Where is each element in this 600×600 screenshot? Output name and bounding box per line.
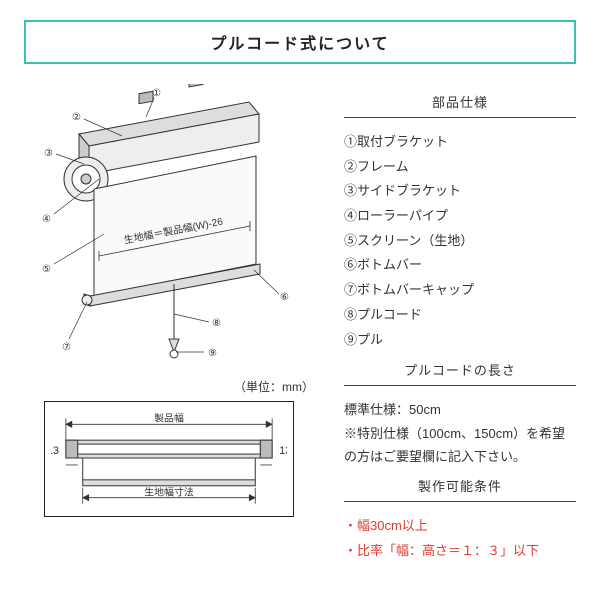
svg-text:②: ②: [72, 112, 81, 123]
svg-text:⑥: ⑥: [280, 292, 289, 303]
cord-note: ※特別仕様（100cm、150cm）を希望の方はご要望欄に記入下さい。: [344, 422, 576, 469]
svg-text:③: ③: [44, 148, 53, 159]
parts-list: ①取付ブラケット ②フレーム ③サイドブラケット ④ローラーパイプ ⑤スクリーン…: [344, 130, 576, 352]
parts-section-title: 部品仕様: [344, 92, 576, 118]
side-diagram: 製品幅: [44, 401, 294, 517]
part-item: ⑧プルコード: [344, 303, 576, 328]
svg-text:13: 13: [279, 445, 287, 457]
svg-text:13: 13: [51, 445, 59, 457]
cond-list: ・幅30cm以上 ・比率「幅：高さ＝１：３」以下: [344, 514, 576, 563]
main-diagram: 生地幅＝製品幅(W)-26 ① ② ③ ④: [24, 84, 314, 374]
svg-text:⑨: ⑨: [208, 348, 217, 359]
cond-section-title: 製作可能条件: [344, 476, 576, 502]
left-column: 生地幅＝製品幅(W)-26 ① ② ③ ④: [24, 84, 324, 564]
cord-text: 標準仕様：50cm ※特別仕様（100cm、150cm）を希望の方はご要望欄に記…: [344, 398, 576, 468]
part-item: ①取付ブラケット: [344, 130, 576, 155]
part-item: ③サイドブラケット: [344, 179, 576, 204]
cond-item: ・比率「幅：高さ＝１：３」以下: [344, 539, 576, 564]
part-item: ⑨プル: [344, 328, 576, 353]
part-item: ⑤スクリーン（生地）: [344, 229, 576, 254]
svg-text:⑤: ⑤: [42, 264, 51, 275]
svg-text:生地幅寸法: 生地幅寸法: [144, 486, 194, 499]
svg-text:①: ①: [152, 88, 161, 99]
cord-std: 標準仕様：50cm: [344, 398, 576, 421]
unit-label: （単位：mm）: [24, 378, 314, 395]
part-item: ⑥ボトムバー: [344, 253, 576, 278]
cond-item: ・幅30cm以上: [344, 514, 576, 539]
part-item: ②フレーム: [344, 155, 576, 180]
main-content: 生地幅＝製品幅(W)-26 ① ② ③ ④: [24, 84, 576, 564]
title-box: プルコード式について: [24, 20, 576, 64]
svg-text:⑦: ⑦: [62, 342, 71, 353]
right-column: 部品仕様 ①取付ブラケット ②フレーム ③サイドブラケット ④ローラーパイプ ⑤…: [344, 84, 576, 564]
part-item: ④ローラーパイプ: [344, 204, 576, 229]
svg-text:④: ④: [42, 214, 51, 225]
part-item: ⑦ボトムバーキャップ: [344, 278, 576, 303]
svg-text:製品幅: 製品幅: [154, 411, 184, 424]
svg-text:⑧: ⑧: [212, 318, 221, 329]
cord-section-title: プルコードの長さ: [344, 360, 576, 386]
